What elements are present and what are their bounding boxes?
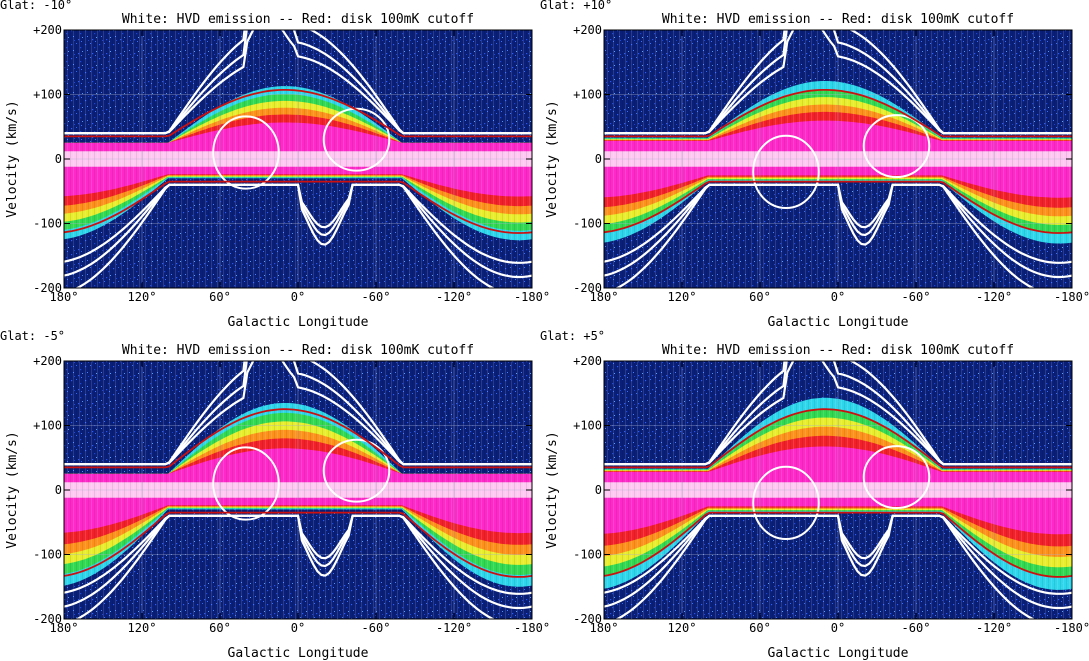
x-tick-label: 60° [749,290,771,304]
plot-area [64,361,532,619]
y-tick-label: +200 [33,354,62,368]
disk-cutoff-upper [64,89,532,138]
hvd-contour-upper-3 [604,361,1072,466]
x-tick-label: -60° [362,290,391,304]
hvd-contour-upper-3 [64,30,532,135]
hvd-contour-loop [752,134,820,210]
hvd-contour-upper-3 [64,361,532,466]
panel-4: 180° 120° 60° 0° -60° -120° -180° +200 +100 0 -100… [540,329,1089,661]
x-tick-label: -180° [1054,621,1089,635]
x-tick-label: -180° [514,290,550,304]
hvd-contour-loop [322,107,391,172]
y-tick-label: -100 [33,548,62,562]
x-tick-label: 60° [749,621,771,635]
x-tick-label: -120° [976,290,1012,304]
panel-label: Glat: +5° [540,329,605,343]
hvd-contour-lower-3 [604,183,1072,264]
y-tick-label: -200 [573,612,602,626]
disk-cutoff-upper [604,408,1072,469]
x-axis-label: Galactic Longitude [228,315,369,330]
disk-cutoff-lower [604,511,1072,578]
disk-cutoff-upper [64,408,532,469]
x-tick-label: 180° [590,621,619,635]
x-tick-label: 0° [291,290,305,304]
y-tick-label: +100 [33,88,62,102]
panel-title: White: HVD emission -- Red: disk 100mK c… [122,12,474,27]
panel-2: 180° 120° 60° 0° -60° -120° -180° +200 +100 0 -100… [540,0,1089,330]
x-tick-label: -60° [902,290,931,304]
hvd-contour-lower-3 [604,514,1072,595]
x-tick-label: 120° [128,621,157,635]
y-tick-label: -100 [573,217,602,231]
x-tick-label: -120° [436,621,472,635]
plot-area [604,361,1072,619]
disk-cutoff-upper [604,89,1072,138]
hvd-contour-loop [322,438,391,503]
disk-cutoff-lower [64,511,532,578]
y-tick-label: -200 [33,281,62,295]
y-tick-label: 0 [595,483,602,497]
plot-area [64,30,532,288]
y-tick-label: +200 [573,354,602,368]
x-tick-label: -120° [436,290,472,304]
x-tick-label: 120° [668,290,697,304]
panel-title: White: HVD emission -- Red: disk 100mK c… [122,343,474,358]
x-tick-label: 60° [209,621,231,635]
y-axis-label: Velocity (km/s) [5,100,20,217]
panel-label: Glat: +10° [540,0,612,12]
y-tick-label: -100 [573,548,602,562]
panel-title: White: HVD emission -- Red: disk 100mK c… [662,343,1014,358]
x-tick-label: 60° [209,290,231,304]
panel-3: 180° 120° 60° 0° -60° -120° -180° +200 +100 0 -100… [0,329,550,661]
y-tick-label: -100 [33,217,62,231]
y-axis-label: Velocity (km/s) [545,431,560,548]
hvd-contour-lower-3 [64,183,532,264]
y-tick-label: 0 [595,152,602,166]
hvd-contour-lower-3 [64,514,532,595]
y-tick-label: 0 [55,483,62,497]
panel-title: White: HVD emission -- Red: disk 100mK c… [662,12,1014,27]
y-axis-label: Velocity (km/s) [545,100,560,217]
y-tick-label: +200 [573,23,602,37]
x-axis-label: Galactic Longitude [768,315,909,330]
hvd-contour-loop [862,445,931,510]
x-tick-label: -60° [902,621,931,635]
x-tick-label: 120° [668,621,697,635]
x-axis-label: Galactic Longitude [228,646,369,661]
y-tick-label: +100 [573,88,602,102]
x-tick-label: 0° [291,621,305,635]
y-axis-label: Velocity (km/s) [5,431,20,548]
hvd-contour-loop [212,115,280,190]
x-axis-label: Galactic Longitude [768,646,909,661]
disk-cutoff-lower [604,180,1072,234]
y-tick-label: -200 [33,612,62,626]
plot-area [604,30,1072,288]
x-tick-label: -60° [362,621,391,635]
disk-cutoff-lower [64,180,532,234]
x-tick-label: 180° [50,621,79,635]
x-tick-label: -180° [1054,290,1089,304]
y-tick-label: 0 [55,152,62,166]
y-tick-label: +100 [33,419,62,433]
y-tick-label: +200 [33,23,62,37]
panel-label: Glat: -10° [0,0,72,12]
x-tick-label: 180° [590,290,619,304]
x-tick-label: -180° [514,621,550,635]
hvd-contour-loop [212,446,280,521]
hvd-contour-loop [752,465,820,541]
y-tick-label: -200 [573,281,602,295]
panel-1: 180° 120° 60° 0° -60° -120° -180° +200 +100 0 -100… [0,0,550,330]
panel-label: Glat: -5° [0,329,65,343]
x-tick-label: 0° [831,621,845,635]
y-tick-label: +100 [573,419,602,433]
x-tick-label: 0° [831,290,845,304]
x-tick-label: -120° [976,621,1012,635]
x-tick-label: 180° [50,290,79,304]
hvd-contour-loop [862,114,931,179]
hvd-contour-upper-3 [604,30,1072,135]
x-tick-label: 120° [128,290,157,304]
